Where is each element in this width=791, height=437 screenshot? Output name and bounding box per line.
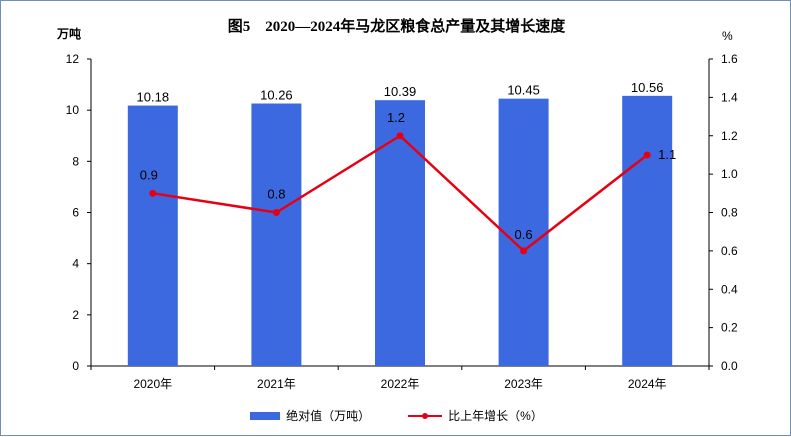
growth-point <box>396 132 404 140</box>
left-tick-label: 8 <box>72 154 79 168</box>
bar <box>622 95 673 366</box>
right-tick-label: 0.4 <box>721 282 738 296</box>
bar-value-label: 10.39 <box>384 84 417 99</box>
legend-item-bar: 绝对值（万吨） <box>250 407 370 424</box>
right-tick-label: 1.4 <box>721 90 738 104</box>
growth-value-label: 0.9 <box>140 167 158 182</box>
right-tick-label: 0.6 <box>721 244 738 258</box>
bar-value-label: 10.18 <box>137 90 170 105</box>
x-tick-label: 2021年 <box>257 377 296 391</box>
growth-point <box>149 189 157 197</box>
growth-value-label: 1.1 <box>658 147 676 162</box>
legend-item-line: 比上年增长（%） <box>408 407 543 424</box>
chart-title: 图5 2020—2024年马龙区粮食总产量及其增长速度 <box>227 19 566 35</box>
left-tick-label: 0 <box>72 359 79 373</box>
growth-point <box>520 247 528 255</box>
bar <box>127 105 178 366</box>
legend-line-swatch <box>408 411 443 421</box>
left-axis-unit: 万吨 <box>57 27 82 41</box>
legend: 绝对值（万吨） 比上年增长（%） <box>1 407 791 424</box>
left-tick-label: 4 <box>72 257 79 271</box>
legend-line-label: 比上年增长（%） <box>448 409 543 423</box>
legend-bar-swatch <box>250 411 281 420</box>
growth-point <box>643 151 651 159</box>
labels-layer: 10.18 10.26 10.39 10.45 10.56 0.9 0.8 1.2 0.6 1.1 <box>137 80 677 242</box>
x-tick-label: 2020年 <box>133 377 172 391</box>
x-tick-label: 2023年 <box>504 377 543 391</box>
axes-layer: 0 2 4 6 8 10 12 0.0 0.2 0.4 0.6 0.8 1.0 1.2 1.4 1.6 2020… <box>66 52 738 391</box>
growth-value-label: 0.8 <box>267 187 285 202</box>
right-tick-label: 1.0 <box>721 167 738 181</box>
bar-value-label: 10.45 <box>507 83 540 98</box>
right-tick-label: 1.6 <box>721 52 738 66</box>
right-tick-label: 0.8 <box>721 206 738 220</box>
growth-value-label: 0.6 <box>515 227 533 242</box>
growth-point <box>272 209 280 216</box>
bar-value-label: 10.56 <box>631 80 664 95</box>
legend-bar-label: 绝对值（万吨） <box>286 409 371 423</box>
right-tick-label: 0.0 <box>721 359 738 373</box>
bars-layer <box>127 95 673 367</box>
x-tick-label: 2024年 <box>628 377 667 391</box>
bar-value-label: 10.26 <box>260 88 293 103</box>
left-tick-label: 12 <box>66 52 80 66</box>
bar <box>251 103 302 366</box>
left-tick-label: 10 <box>66 103 80 117</box>
growth-value-label: 1.2 <box>387 110 405 125</box>
bar <box>498 98 549 366</box>
left-tick-label: 6 <box>72 206 79 220</box>
line-layer <box>149 132 651 255</box>
right-tick-label: 1.2 <box>721 129 738 143</box>
x-tick-label: 2022年 <box>381 377 420 391</box>
left-tick-label: 2 <box>72 308 79 322</box>
bar <box>375 100 425 367</box>
right-axis-unit: % <box>722 29 733 43</box>
right-tick-label: 0.2 <box>721 321 738 335</box>
